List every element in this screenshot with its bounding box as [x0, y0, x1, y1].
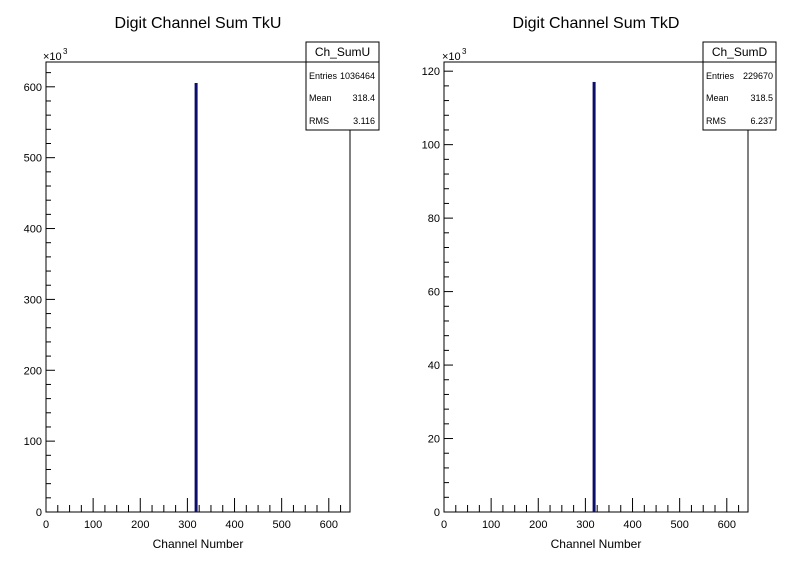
y-multiplier: ×10 3 — [43, 47, 68, 63]
stats-rms-value: 6.237 — [750, 116, 773, 126]
x-tick-label: 200 — [529, 519, 547, 531]
y-multiplier-exp: 3 — [462, 47, 467, 56]
x-tick-label: 400 — [623, 519, 641, 531]
y-tick-label: 0 — [36, 507, 42, 519]
y-tick-label: 20 — [428, 434, 440, 446]
stats-box: Ch_SumD Entries 229670 Mean 318.5 RMS 6.… — [702, 41, 777, 131]
y-tick-label: 300 — [24, 294, 42, 306]
y-tick-label: 500 — [24, 153, 42, 165]
stats-entries-label: Entries — [309, 71, 338, 81]
chart-title: Digit Channel Sum TkU — [115, 15, 282, 32]
stats-entries-value: 229670 — [743, 71, 773, 81]
y-tick-label: 120 — [422, 66, 440, 78]
plot-area: 0 20 40 60 80 100 120 0 100 200 300 400 500 600 — [422, 61, 749, 531]
plot-frame — [45, 61, 351, 513]
y-multiplier-label: ×10 — [43, 51, 62, 63]
stats-mean-label: Mean — [309, 93, 332, 103]
x-tick-label: 600 — [718, 519, 736, 531]
x-tick-label: 100 — [84, 519, 102, 531]
y-tick-label: 600 — [24, 82, 42, 94]
stats-name: Ch_SumU — [315, 45, 370, 59]
x-tick-label: 500 — [670, 519, 688, 531]
y-multiplier-label: ×10 — [442, 51, 461, 63]
y-tick-label: 100 — [24, 436, 42, 448]
stats-box: Ch_SumU Entries 1036464 Mean 318.4 RMS 3… — [305, 41, 380, 131]
y-multiplier: ×10 3 — [442, 47, 467, 63]
y-tick-label: 0 — [434, 507, 440, 519]
y-multiplier-exp: 3 — [63, 47, 68, 56]
panel-tku: Digit Channel Sum TkU 0 100 200 300 400 500 60… — [24, 15, 380, 551]
x-axis-label: Channel Number — [551, 537, 642, 551]
stats-rms-value: 3.116 — [353, 116, 375, 126]
histogram-bar — [592, 81, 596, 513]
stats-mean-value: 318.4 — [352, 93, 375, 103]
stats-rms-label: RMS — [309, 116, 329, 126]
y-tick-label: 400 — [24, 224, 42, 236]
panel-tkd: Digit Channel Sum TkD 0 20 40 60 80 100 120 0 10… — [422, 15, 777, 551]
plot-area: 0 100 200 300 400 500 600 0 100 200 300 400 500 600 — [24, 61, 351, 531]
chart-title: Digit Channel Sum TkD — [513, 15, 680, 32]
y-tick-label: 200 — [24, 365, 42, 377]
stats-mean-label: Mean — [706, 93, 729, 103]
x-tick-label: 400 — [225, 519, 243, 531]
y-tick-label: 100 — [422, 140, 440, 152]
x-tick-label: 100 — [482, 519, 500, 531]
x-tick-label: 0 — [441, 519, 447, 531]
stats-name: Ch_SumD — [712, 45, 768, 59]
x-axis-label: Channel Number — [153, 537, 244, 551]
histogram-bar — [194, 83, 198, 513]
stats-rms-label: RMS — [706, 116, 726, 126]
stats-entries-label: Entries — [706, 71, 735, 81]
x-tick-label: 300 — [178, 519, 196, 531]
stats-entries-value: 1036464 — [340, 71, 375, 81]
x-tick-label: 600 — [320, 519, 338, 531]
y-tick-label: 60 — [428, 287, 440, 299]
x-tick-label: 0 — [43, 519, 49, 531]
x-tick-label: 500 — [272, 519, 290, 531]
x-tick-label: 200 — [131, 519, 149, 531]
stats-mean-value: 318.5 — [750, 93, 773, 103]
y-tick-label: 80 — [428, 213, 440, 225]
y-tick-label: 40 — [428, 360, 440, 372]
x-tick-label: 300 — [576, 519, 594, 531]
plot-frame — [443, 61, 749, 513]
